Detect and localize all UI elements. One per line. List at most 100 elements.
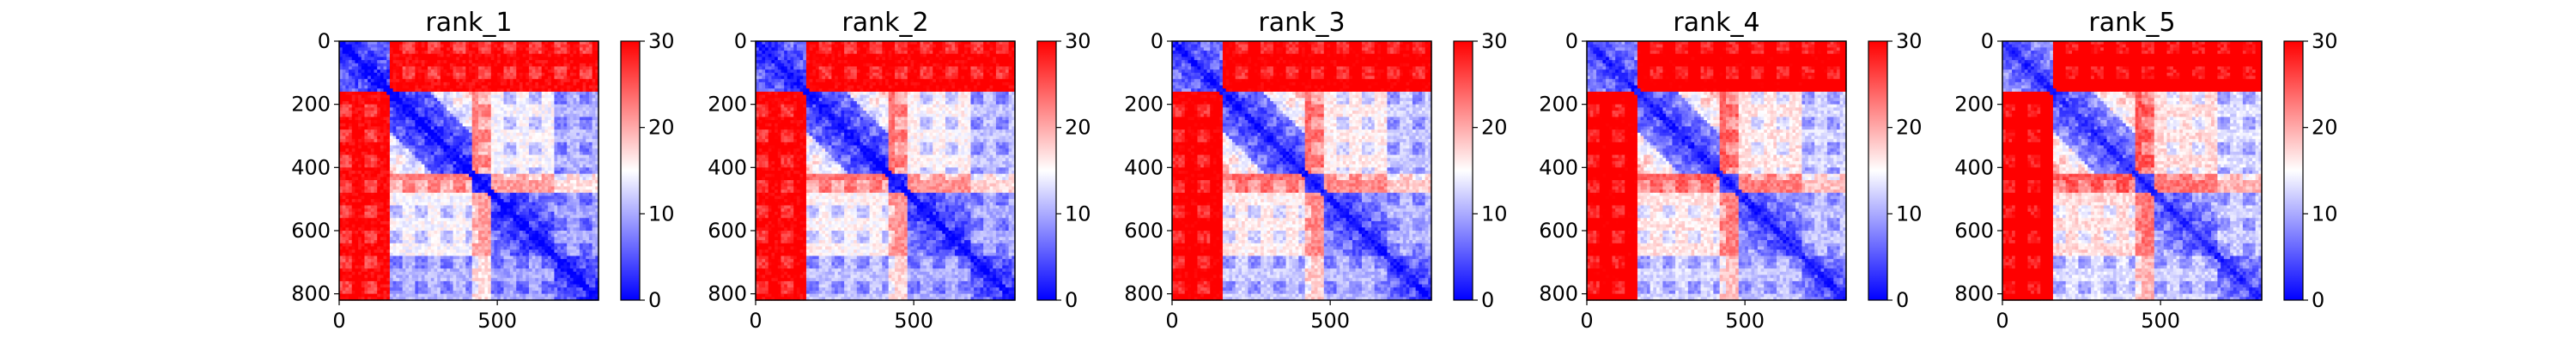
heatmap-cell bbox=[374, 180, 378, 184]
heatmap-cell bbox=[389, 132, 394, 137]
heatmap-cell bbox=[532, 51, 536, 55]
heatmap-cell bbox=[402, 190, 406, 194]
heatmap-cell bbox=[421, 123, 426, 128]
heatmap-cell bbox=[339, 214, 343, 219]
heatmap-cell bbox=[465, 126, 470, 130]
heatmap-cell bbox=[368, 111, 372, 115]
heatmap-cell bbox=[469, 63, 473, 68]
heatmap-cell bbox=[478, 167, 483, 172]
heatmap-cell bbox=[459, 151, 464, 156]
heatmap-cell bbox=[500, 60, 505, 64]
heatmap-cell bbox=[509, 139, 514, 143]
heatmap-cell bbox=[484, 72, 489, 77]
heatmap-cell bbox=[459, 91, 464, 96]
heatmap-cell bbox=[490, 158, 495, 162]
heatmap-cell bbox=[550, 44, 556, 48]
heatmap-cell bbox=[453, 183, 457, 188]
heatmap-cell bbox=[503, 53, 507, 58]
heatmap-cell bbox=[528, 148, 533, 153]
heatmap-cell bbox=[544, 85, 549, 89]
heatmap-cell bbox=[409, 224, 413, 228]
heatmap-cell bbox=[519, 218, 524, 222]
heatmap-cell bbox=[471, 199, 476, 203]
heatmap-cell bbox=[392, 196, 397, 200]
heatmap-cell bbox=[586, 79, 590, 83]
heatmap-cell bbox=[567, 214, 571, 219]
heatmap-cell bbox=[364, 139, 368, 143]
heatmap-cell bbox=[535, 44, 539, 48]
heatmap-cell bbox=[567, 205, 571, 209]
heatmap-cell bbox=[544, 186, 549, 190]
heatmap-cell bbox=[471, 167, 476, 172]
heatmap-cell bbox=[402, 171, 406, 175]
heatmap-cell bbox=[469, 148, 473, 153]
heatmap-cell bbox=[351, 123, 356, 128]
heatmap-cell bbox=[563, 72, 568, 77]
heatmap-cell bbox=[469, 111, 473, 115]
heatmap-cell bbox=[588, 66, 593, 70]
heatmap-cell bbox=[503, 145, 507, 149]
heatmap-cell bbox=[560, 139, 565, 143]
heatmap-cell bbox=[494, 205, 498, 209]
heatmap-cell bbox=[541, 186, 545, 190]
heatmap-cell bbox=[586, 51, 590, 55]
heatmap-cell bbox=[389, 72, 394, 77]
heatmap-cell bbox=[586, 196, 590, 200]
heatmap-cell bbox=[386, 220, 391, 226]
heatmap-cell bbox=[424, 199, 428, 203]
heatmap-cell bbox=[478, 180, 483, 184]
heatmap-cell bbox=[370, 72, 375, 77]
heatmap-cell bbox=[392, 151, 397, 156]
heatmap-cell bbox=[364, 88, 368, 93]
heatmap-cell bbox=[345, 100, 349, 105]
heatmap-cell bbox=[500, 211, 505, 216]
heatmap-cell bbox=[503, 100, 507, 105]
heatmap-cell bbox=[398, 148, 404, 153]
heatmap-cell bbox=[548, 199, 552, 203]
heatmap-cell bbox=[481, 66, 486, 70]
heatmap-cell bbox=[548, 158, 552, 162]
heatmap-cell bbox=[421, 199, 426, 203]
heatmap-cell bbox=[449, 135, 454, 140]
heatmap-cell bbox=[434, 183, 438, 188]
heatmap-cell bbox=[544, 208, 549, 213]
heatmap-cell bbox=[535, 154, 539, 159]
heatmap-cell bbox=[339, 192, 343, 197]
heatmap-cell bbox=[541, 180, 545, 184]
heatmap-cell bbox=[592, 183, 596, 188]
heatmap-cell bbox=[569, 173, 574, 178]
heatmap-cell bbox=[481, 81, 486, 87]
heatmap-cell bbox=[349, 135, 353, 140]
heatmap-cell bbox=[339, 100, 343, 105]
heatmap-cell bbox=[377, 85, 381, 89]
heatmap-cell bbox=[386, 183, 391, 188]
heatmap-cell bbox=[459, 69, 464, 74]
heatmap-cell bbox=[380, 192, 385, 197]
heatmap-cell bbox=[548, 98, 552, 102]
heatmap-cell bbox=[494, 135, 498, 140]
heatmap-cell bbox=[424, 167, 428, 172]
heatmap-cell bbox=[538, 199, 543, 203]
heatmap-cell bbox=[548, 117, 552, 121]
heatmap-cell bbox=[544, 224, 549, 228]
heatmap-cell bbox=[592, 94, 596, 99]
heatmap-cell bbox=[355, 69, 359, 74]
heatmap-cell bbox=[469, 145, 473, 149]
heatmap-cell bbox=[380, 94, 385, 99]
heatmap-cell bbox=[364, 180, 368, 184]
heatmap-cell bbox=[345, 220, 349, 226]
heatmap-cell bbox=[428, 192, 432, 197]
heatmap-cell bbox=[494, 186, 498, 190]
heatmap-cell bbox=[478, 139, 483, 143]
heatmap-cell bbox=[402, 81, 406, 87]
heatmap-cell bbox=[595, 199, 599, 203]
heatmap-cell bbox=[569, 66, 574, 70]
heatmap-cell bbox=[459, 126, 464, 130]
heatmap-cell bbox=[447, 214, 451, 219]
heatmap-cell bbox=[349, 123, 353, 128]
heatmap-cell bbox=[538, 148, 543, 153]
heatmap-cell bbox=[443, 100, 447, 105]
heatmap-cell bbox=[554, 220, 558, 226]
heatmap-cell bbox=[368, 224, 372, 228]
heatmap-cell bbox=[567, 151, 571, 156]
